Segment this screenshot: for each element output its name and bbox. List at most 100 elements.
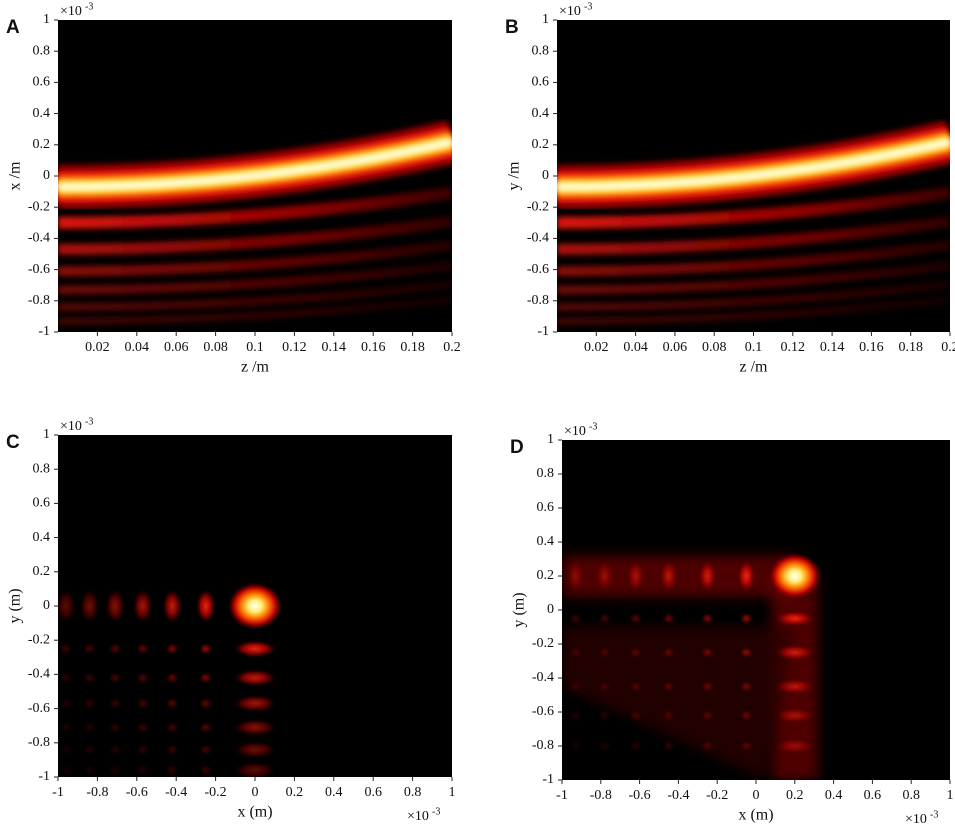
x-multiplier-exponent: -3 — [432, 806, 440, 817]
heat-lobe — [233, 694, 277, 713]
x-tick-label: 0.1 — [745, 340, 763, 355]
heat-lobe — [568, 740, 583, 752]
heat-spot — [227, 582, 283, 630]
y-tick-label: -0.4 — [28, 667, 50, 682]
y-tick-label: -1 — [542, 772, 554, 787]
heat-lobe — [58, 642, 73, 655]
x-tick-label: 0 — [753, 788, 760, 803]
heat-lobe — [165, 721, 180, 734]
x-tick-label: 0.12 — [781, 340, 806, 355]
panel-label: C — [6, 432, 20, 453]
x-tick-label: 0.16 — [361, 340, 386, 355]
x-tick-label: 0.6 — [864, 788, 882, 803]
y-multiplier: ×10 — [564, 424, 586, 439]
y-tick-label: 0.6 — [537, 500, 555, 515]
heat-lobe — [58, 671, 73, 684]
heat-lobe — [700, 740, 715, 752]
heat-lobe — [198, 721, 213, 734]
heat-band — [557, 280, 950, 311]
x-tick-label: 0.04 — [623, 340, 648, 355]
x-tick-label: 0.16 — [859, 340, 884, 355]
heatmap — [557, 20, 950, 332]
y-tick-label: -0.2 — [527, 199, 549, 214]
heat-lobe — [165, 671, 180, 684]
y-tick-label: 0.2 — [33, 137, 51, 152]
heat-lobe — [135, 671, 150, 684]
heat-band — [557, 240, 950, 277]
heat-lobe — [597, 612, 612, 625]
y-tick-label: -0.6 — [28, 262, 50, 277]
y-tick-label: 0.8 — [33, 43, 51, 58]
heat-lobe — [165, 764, 180, 777]
y-tick-label: -0.2 — [532, 636, 554, 651]
y-multiplier-exponent: -3 — [85, 1, 93, 12]
y-tick-label: -0.2 — [28, 199, 50, 214]
x-tick-label: 0.4 — [825, 788, 843, 803]
y-tick-label: 0 — [43, 598, 50, 613]
heat-lobe — [739, 646, 754, 659]
x-tick-label: -1 — [52, 785, 64, 800]
heat-lobe — [565, 559, 586, 593]
x-tick-label: 0.2 — [286, 785, 304, 800]
heat-lobe — [135, 721, 150, 734]
heat-band — [58, 138, 452, 190]
x-tick-label: 0.8 — [404, 785, 422, 800]
y-tick-label: 1 — [43, 427, 50, 442]
y-tick-label: 0.8 — [537, 466, 555, 481]
heat-band — [557, 216, 950, 255]
heat-lobe — [568, 709, 583, 722]
heat-band — [557, 296, 950, 325]
heat-lobe — [773, 610, 817, 627]
x-axis-title: x (m) — [237, 804, 272, 821]
y-tick-label: -0.4 — [28, 231, 50, 246]
x-tick-label: 0.06 — [164, 340, 189, 355]
x-tick-label: -0.6 — [126, 785, 148, 800]
heat-lobe — [628, 709, 643, 722]
x-tick-label: 0.08 — [203, 340, 228, 355]
y-tick-label: 0.6 — [532, 75, 550, 90]
panel-label: A — [6, 17, 20, 38]
heat-lobe — [58, 697, 73, 710]
x-tick-label: -0.4 — [667, 788, 689, 803]
y-tick-label: -0.2 — [28, 632, 50, 647]
heat-lobe — [736, 559, 756, 593]
heat-lobe — [661, 646, 676, 659]
x-multiplier: ×10 — [905, 812, 927, 827]
heat-smear — [562, 627, 795, 780]
y-tick-label: 0 — [43, 168, 50, 183]
heat-band — [58, 280, 452, 311]
heat-lobe — [233, 640, 277, 658]
panel-label: B — [505, 17, 519, 38]
x-tick-label: 0.2 — [443, 340, 461, 355]
y-tick-label: -0.4 — [532, 670, 554, 685]
y-tick-label: 0.2 — [33, 564, 51, 579]
y-tick-label: 1 — [547, 432, 554, 447]
heat-lobe — [568, 612, 583, 625]
heat-lobe — [697, 559, 718, 593]
heat-lobe — [568, 646, 583, 659]
x-tick-label: 0.06 — [663, 340, 688, 355]
y-multiplier: ×10 — [559, 4, 581, 19]
y-tick-label: 0 — [542, 168, 549, 183]
heat-lobe — [661, 680, 676, 693]
heat-lobe — [108, 721, 123, 734]
panel-label: D — [510, 437, 524, 458]
heat-lobe — [597, 646, 612, 659]
y-tick-label: 0.2 — [532, 137, 550, 152]
heat-lobe — [82, 671, 97, 684]
heat-lobe — [739, 709, 754, 722]
heat-lobe — [773, 706, 817, 724]
y-tick-label: -1 — [38, 324, 50, 339]
heat-band — [58, 216, 452, 255]
heat-lobe — [739, 680, 754, 693]
heat-band — [557, 138, 950, 190]
y-tick-label: -0.8 — [28, 735, 50, 750]
y-tick-label: 0.6 — [33, 75, 51, 90]
heat-lobe — [628, 646, 643, 659]
x-axis-title: z /m — [241, 359, 270, 376]
heat-lobe — [628, 680, 643, 693]
heat-lobe — [739, 612, 754, 625]
x-tick-label: 1 — [449, 785, 456, 800]
x-tick-label: 0.02 — [584, 340, 609, 355]
heat-lobe — [58, 764, 73, 777]
